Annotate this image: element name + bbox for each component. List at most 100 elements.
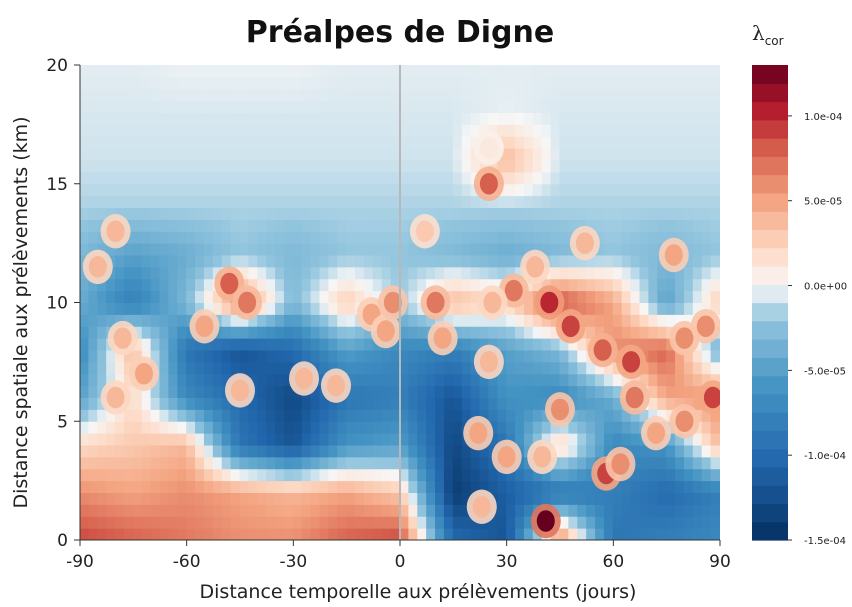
heatmap-cell xyxy=(221,230,232,244)
heatmap-cell xyxy=(417,420,428,434)
heatmap-cell xyxy=(621,100,632,113)
heatmap-cell xyxy=(506,159,517,173)
heatmap-blob-core xyxy=(479,172,498,195)
heatmap-cell xyxy=(283,242,294,256)
heatmap-cell xyxy=(283,183,294,197)
heatmap-cell xyxy=(195,159,205,173)
heatmap-cell xyxy=(666,195,677,208)
heatmap-cell xyxy=(150,266,161,280)
heatmap-cell xyxy=(80,361,90,375)
heatmap-cell xyxy=(212,76,223,90)
heatmap-cell xyxy=(115,88,125,102)
heatmap-cell xyxy=(328,230,339,244)
heatmap-cell xyxy=(710,527,720,540)
heatmap-cell xyxy=(657,468,668,482)
heatmap-cell xyxy=(586,195,597,208)
heatmap-cell xyxy=(515,492,525,505)
heatmap-cell xyxy=(683,278,694,292)
heatmap-cell xyxy=(381,503,392,517)
heatmap-cell xyxy=(506,397,517,410)
heatmap-cell xyxy=(470,408,481,422)
heatmap-cell xyxy=(328,432,339,446)
heatmap-cell xyxy=(275,278,285,292)
heatmap-cell xyxy=(577,254,588,268)
heatmap-cell xyxy=(497,195,508,208)
heatmap-cell xyxy=(355,361,365,375)
heatmap-blob-core xyxy=(231,379,249,402)
heatmap-cell xyxy=(212,254,223,268)
heatmap-cell xyxy=(132,325,143,339)
heatmap-cell xyxy=(123,302,134,315)
heatmap-cell xyxy=(506,254,517,268)
heatmap-cell xyxy=(363,325,374,339)
heatmap-cell xyxy=(328,207,339,220)
heatmap-cell xyxy=(372,207,383,220)
heatmap-cell xyxy=(212,468,223,482)
heatmap-cell xyxy=(710,432,720,446)
heatmap-cell xyxy=(390,254,401,268)
heatmap-cell xyxy=(515,408,525,422)
heatmap-cell xyxy=(532,325,543,339)
heatmap-cell xyxy=(710,207,720,220)
heatmap-cell xyxy=(550,171,561,185)
heatmap-cell xyxy=(461,147,472,161)
heatmap-cell xyxy=(488,515,499,529)
heatmap-blob-core xyxy=(647,422,665,444)
heatmap-cell xyxy=(203,159,214,173)
heatmap-cell xyxy=(488,420,499,434)
heatmap-cell xyxy=(657,480,668,493)
heatmap-cell xyxy=(97,195,108,208)
heatmap-cell xyxy=(310,456,321,470)
heatmap-cell xyxy=(355,444,365,458)
heatmap-cell xyxy=(363,65,374,78)
heatmap-cell xyxy=(159,135,170,149)
heatmap-cell xyxy=(639,373,650,387)
heatmap-cell xyxy=(203,242,214,256)
heatmap-cell xyxy=(675,290,685,303)
heatmap-cell xyxy=(257,325,268,339)
heatmap-cell xyxy=(612,135,623,149)
heatmap-cell xyxy=(621,230,632,244)
heatmap-cell xyxy=(115,444,125,458)
heatmap-cell xyxy=(257,183,268,197)
heatmap-cell xyxy=(461,230,472,244)
heatmap-cell xyxy=(355,112,365,125)
heatmap-cell xyxy=(97,361,108,375)
heatmap-cell xyxy=(168,195,179,208)
heatmap-cell xyxy=(132,468,143,482)
heatmap-cell xyxy=(515,480,525,493)
heatmap-cell xyxy=(212,349,223,363)
heatmap-cell xyxy=(195,408,205,422)
heatmap-cell xyxy=(675,218,685,232)
heatmap-cell xyxy=(257,195,268,208)
heatmap-cell xyxy=(648,147,659,161)
heatmap-cell xyxy=(132,456,143,470)
heatmap-cell xyxy=(559,420,570,434)
heatmap-cell xyxy=(612,195,623,208)
heatmap-cell xyxy=(159,159,170,173)
heatmap-cell xyxy=(577,527,588,540)
heatmap-cell xyxy=(701,76,712,90)
heatmap-cell xyxy=(506,207,517,220)
heatmap-cell xyxy=(275,159,285,173)
heatmap-cell xyxy=(710,408,720,422)
heatmap-cell xyxy=(443,432,454,446)
heatmap-cell xyxy=(328,76,339,90)
heatmap-cell xyxy=(461,183,472,197)
heatmap-cell xyxy=(372,171,383,185)
heatmap-cell xyxy=(461,480,472,493)
heatmap-cell xyxy=(452,492,463,505)
heatmap-cell xyxy=(168,278,179,292)
heatmap-cell xyxy=(337,325,348,339)
heatmap-cell xyxy=(115,135,125,149)
heatmap-cell xyxy=(630,100,641,113)
heatmap-cell xyxy=(595,444,605,458)
heatmap-cell xyxy=(88,65,99,78)
heatmap-cell xyxy=(310,76,321,90)
heatmap-cell xyxy=(283,76,294,90)
heatmap-cell xyxy=(319,254,330,268)
heatmap-cell xyxy=(675,183,685,197)
heatmap-cell xyxy=(328,503,339,517)
heatmap-cell xyxy=(523,515,534,529)
heatmap-cell xyxy=(426,278,437,292)
